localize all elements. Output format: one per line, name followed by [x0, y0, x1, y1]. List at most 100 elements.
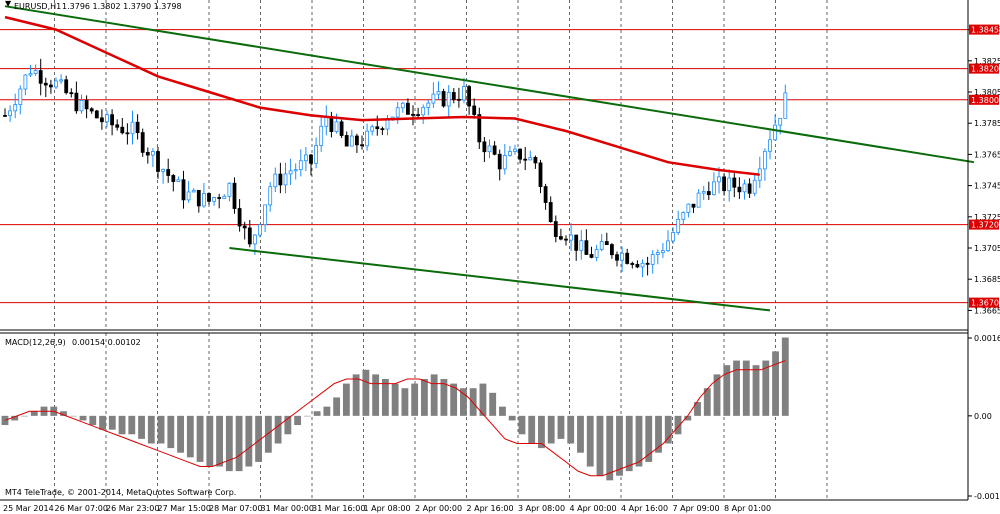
macd-bar: [469, 388, 477, 416]
macd-bar: [401, 388, 409, 416]
level-tag-label: 1.3800: [971, 96, 999, 105]
macd-bar: [362, 369, 370, 416]
candle-body: [686, 203, 691, 213]
price-axis: 1.3845 1.3825 1.3805 1.3785 1.3765 1.3745 1.37…: [968, 24, 1000, 315]
candle-body: [451, 92, 456, 100]
macd-tick-label: 0.00: [974, 412, 992, 421]
trendline[interactable]: [229, 247, 771, 312]
candle-body: [528, 157, 533, 161]
macd-bar: [557, 415, 565, 439]
macd-bar: [616, 415, 623, 476]
macd-bar: [206, 415, 214, 467]
candle-body: [630, 263, 635, 265]
candle-body: [23, 74, 28, 90]
candle-body: [773, 124, 777, 141]
time-tick-label: 8 Apr 01:00: [724, 504, 771, 513]
ma-line[interactable]: [4, 15, 760, 176]
candle-body: [84, 100, 89, 110]
macd-bar: [333, 397, 341, 416]
macd-bar: [567, 415, 575, 444]
price-tick-label: 1.3805: [974, 88, 1000, 97]
candle-body: [283, 173, 288, 186]
macd-bar: [655, 415, 662, 453]
level-tag-label: 1.3720: [971, 221, 999, 230]
macd-bar: [303, 415, 311, 417]
candle-body: [339, 121, 344, 136]
time-tick-label: 3 Apr 08:00: [518, 504, 565, 513]
candle-body: [604, 241, 609, 246]
candle-body: [533, 157, 538, 164]
candle-body: [110, 114, 114, 126]
candle-body: [727, 177, 732, 192]
candle-body: [59, 79, 63, 82]
macd-bar: [372, 374, 380, 416]
candle-body: [564, 238, 568, 241]
candle-body: [354, 135, 359, 146]
candle-body: [380, 128, 385, 131]
candle-body: [166, 169, 171, 176]
candle-body: [676, 218, 681, 233]
candle-body: [247, 227, 252, 245]
macd-bar: [538, 415, 545, 449]
time-tick-label: 31 Mar 00:00: [261, 504, 314, 513]
candle-body: [344, 135, 349, 147]
trendlines: [4, 5, 975, 312]
candle-body: [130, 121, 135, 135]
macd-bar: [11, 415, 19, 421]
ohlc-label: 1.3796 1.3802 1.3790 1.3798: [62, 2, 182, 11]
macd-bar: [264, 415, 272, 453]
time-tick-label: 1 Apr 08:00: [364, 504, 411, 513]
candle-body: [161, 169, 166, 172]
candle-body: [309, 154, 313, 164]
candle-body: [232, 182, 237, 209]
candle-body: [661, 250, 665, 253]
candle-body: [268, 186, 273, 206]
macd-bar: [225, 415, 233, 472]
candle-body: [513, 148, 517, 152]
candle-body: [329, 116, 334, 132]
time-tick-label: 4 Apr 00:00: [570, 504, 617, 513]
candle-body: [507, 151, 512, 156]
candle-body: [472, 105, 477, 115]
candle-body: [385, 119, 390, 130]
macd-bar: [352, 374, 360, 416]
symbol-label: EURUSD,H1: [14, 2, 61, 11]
candle-body: [8, 110, 13, 116]
macd-bar: [772, 351, 779, 416]
macd-bar: [216, 415, 223, 467]
candle-body: [681, 212, 686, 220]
macd-bar: [489, 392, 497, 416]
candle-body: [783, 92, 788, 119]
candle-body: [462, 86, 466, 101]
candle-body: [43, 82, 48, 86]
level-tag: [969, 94, 999, 105]
level-tag-label: 1.3845: [971, 26, 999, 35]
macd-bar: [128, 415, 136, 435]
macd-bar: [274, 415, 282, 444]
trendline[interactable]: [4, 5, 975, 164]
macd-bar: [255, 415, 263, 462]
macd-bar: [781, 337, 789, 416]
macd-bar: [177, 415, 184, 453]
macd-bar: [69, 415, 77, 417]
macd-bar: [30, 411, 38, 416]
candle-body: [431, 93, 436, 104]
candle-body: [252, 234, 257, 245]
dropdown-arrow-icon[interactable]: ▼: [5, 0, 12, 8]
candle-body: [436, 91, 441, 95]
candle-body: [13, 104, 18, 112]
candle-body: [768, 139, 772, 152]
candle-body: [201, 193, 206, 207]
macd-bar: [342, 383, 350, 416]
candle-body: [502, 155, 507, 170]
macd-bar: [147, 415, 155, 444]
macd-bar: [625, 415, 633, 472]
candle-body: [258, 224, 262, 236]
candle-body: [456, 98, 461, 101]
macd-bar: [313, 411, 321, 416]
candle-body: [635, 264, 640, 268]
candle-body: [278, 173, 283, 186]
